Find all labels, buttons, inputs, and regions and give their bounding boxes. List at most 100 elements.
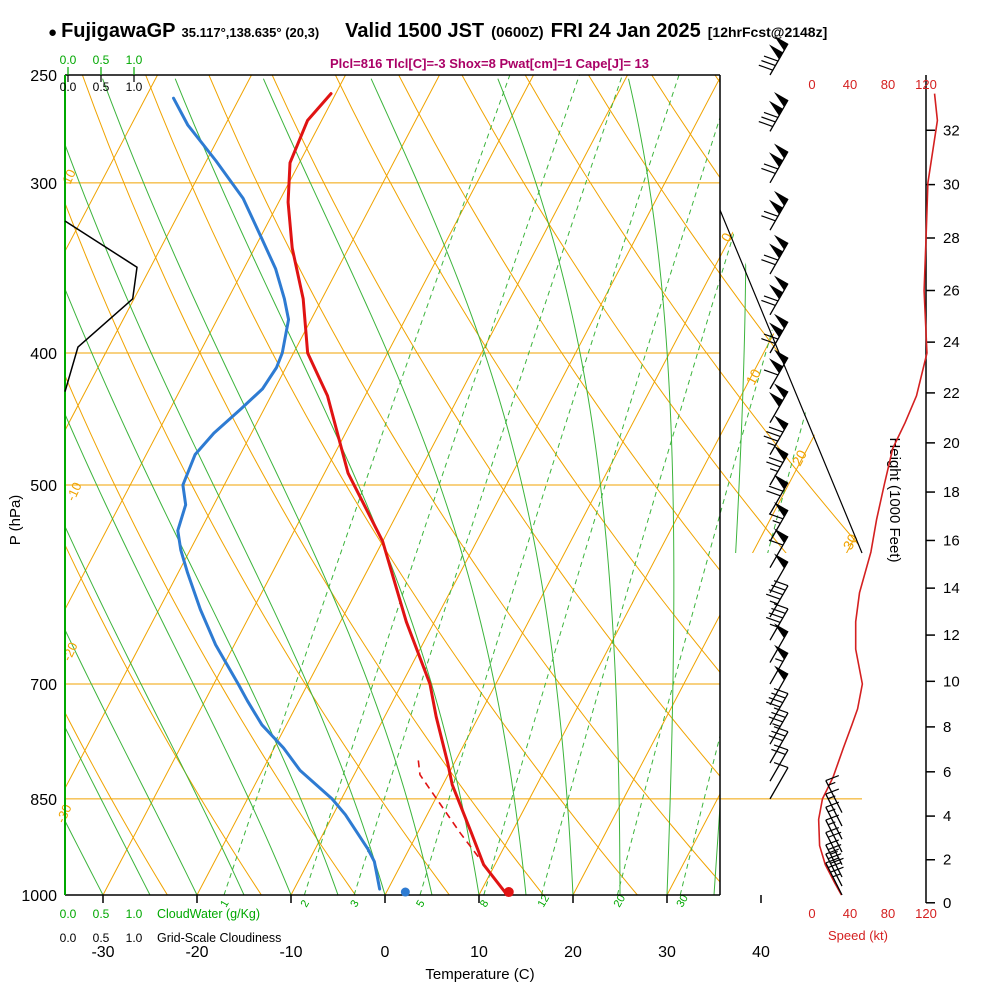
cloudiness-scale-tick: 0.0 <box>60 80 77 94</box>
station-bullet-icon: ● <box>48 24 58 41</box>
temperature-axis: -30 -20 -10 0 10 20 30 40 Temperature (C) <box>91 895 770 983</box>
speed-tick-label: 40 <box>843 906 857 921</box>
height-tick-label: 22 <box>943 385 960 402</box>
speed-tick-label: 120 <box>915 906 937 921</box>
height-tick-label: 4 <box>943 808 951 825</box>
plot-borders <box>64 74 863 896</box>
speed-axis: 0 0 40 40 80 80 120 120 Speed (kt) <box>808 77 936 943</box>
cloudwater-scale-tick: 1.0 <box>126 907 143 921</box>
pressure-tick-label: 1000 <box>21 888 57 905</box>
cloudwater-legend: CloudWater (g/Kg) <box>157 907 260 921</box>
height-tick-label: 12 <box>943 627 960 644</box>
valid-date: FRI 24 Jan 2025 <box>550 20 701 42</box>
cloudiness-scale-tick: 0.5 <box>93 80 110 94</box>
mixing-ratio-label: 2 <box>299 898 312 909</box>
background-grid <box>65 75 862 895</box>
surface-markers <box>400 887 514 898</box>
isotherm-label: 20 <box>789 447 811 468</box>
pressure-axis: 250 300 400 500 700 850 1000 P (hPa) <box>7 68 57 905</box>
height-tick-label: 24 <box>943 334 960 351</box>
cloudiness-scale-tick: 1.0 <box>126 931 143 945</box>
height-tick-label: 8 <box>943 719 951 736</box>
surface-dewpoint-dot <box>400 887 410 897</box>
speed-tick-label: 80 <box>881 77 895 92</box>
pressure-tick-label: 400 <box>30 346 57 363</box>
speed-tick-label: 120 <box>915 77 937 92</box>
stability-indices: Plcl=816 Tlcl[C]=-3 Shox=8 Pwat[cm]=1 Ca… <box>330 56 650 71</box>
temp-tick-label: 0 <box>381 944 390 961</box>
pressure-axis-title: P (hPa) <box>7 495 24 546</box>
parcel-curve <box>416 755 508 896</box>
pressure-tick-label: 850 <box>30 792 57 809</box>
title-row: ● FujigawaGP 35.117°,138.635° (20,3) Valid … <box>48 20 827 43</box>
height-tick-label: 26 <box>943 283 960 300</box>
temp-tick-label: 20 <box>564 944 582 961</box>
pressure-tick-label: 700 <box>30 677 57 694</box>
temp-tick-label: -30 <box>91 944 114 961</box>
height-tick-label: 18 <box>943 484 960 501</box>
dry-adiabat-label: 10 <box>59 167 79 186</box>
valid-time: Valid 1500 JST <box>345 20 485 42</box>
temp-tick-label: -10 <box>279 944 302 961</box>
height-axis-title: Height (1000 Feet) <box>886 437 903 562</box>
cloudiness-legend: Grid-Scale Cloudiness <box>157 931 281 945</box>
cloudiness-scale-tick: 0.5 <box>93 931 110 945</box>
valid-zulu: (0600Z) <box>491 24 544 41</box>
station-name: FujigawaGP <box>61 20 176 42</box>
surface-temp-dot <box>503 887 514 898</box>
speed-profile <box>817 93 939 896</box>
height-tick-label: 28 <box>943 230 960 247</box>
height-tick-label: 16 <box>943 532 960 549</box>
pressure-tick-label: 500 <box>30 478 57 495</box>
cloudwater-scale-tick: 0.0 <box>60 53 77 67</box>
temperature-curve <box>286 92 509 897</box>
cloudwater-scale-tick: 0.5 <box>93 907 110 921</box>
wind-barbs <box>758 35 844 896</box>
height-tick-label: 2 <box>943 852 951 869</box>
speed-axis-title: Speed (kt) <box>828 928 888 943</box>
station-coords: 35.117°,138.635° (20,3) <box>181 25 320 40</box>
temp-tick-label: 10 <box>470 944 488 961</box>
dewpoint-curve <box>172 96 382 891</box>
temp-tick-label: 30 <box>658 944 676 961</box>
cloudwater-scale-tick: 0.5 <box>93 53 110 67</box>
mixing-ratio-label: 30 <box>674 893 691 910</box>
height-tick-label: 6 <box>943 764 951 781</box>
height-tick-label: 30 <box>943 177 960 194</box>
height-tick-label: 14 <box>943 580 960 597</box>
temp-tick-label: -20 <box>185 944 208 961</box>
cloudwater-scale-tick: 1.0 <box>126 53 143 67</box>
isotherm-label: 10 <box>743 366 765 387</box>
cloudiness-scale-tick: 0.0 <box>60 931 77 945</box>
pressure-tick-label: 300 <box>30 176 57 193</box>
speed-tick-label: 80 <box>881 906 895 921</box>
mixing-ratio-label: 8 <box>478 898 491 909</box>
speed-tick-label: 0 <box>808 77 815 92</box>
cloud-scale: 0.0 0.0 0.0 0.0 0.5 0.5 0.5 0.5 1.0 1.0 1.0 1.0 Clou… <box>60 53 282 945</box>
mixing-ratio-label: 1 <box>218 898 231 909</box>
dry-adiabat-label: -10 <box>63 480 85 503</box>
speed-tick-label: 0 <box>808 906 815 921</box>
height-tick-label: 0 <box>943 895 951 912</box>
temp-axis-title: Temperature (C) <box>425 966 534 983</box>
mixing-ratio-label: 3 <box>348 898 361 909</box>
height-tick-label: 20 <box>943 435 960 452</box>
cloudwater-scale-tick: 0.0 <box>60 907 77 921</box>
mixing-ratio-label: 5 <box>414 898 427 909</box>
cloudiness-scale-tick: 1.0 <box>126 80 143 94</box>
dry-adiabat-label: -20 <box>59 640 81 663</box>
height-tick-label: 10 <box>943 673 960 690</box>
mixing-ratio-label: 12 <box>536 893 553 910</box>
mixing-ratio-label: 20 <box>612 893 629 910</box>
dry-adiabat-label: -30 <box>53 802 75 825</box>
height-tick-label: 32 <box>943 122 960 139</box>
pressure-tick-label: 250 <box>30 68 57 85</box>
cloudiness-profile <box>64 220 138 392</box>
speed-tick-label: 40 <box>843 77 857 92</box>
temp-tick-label: 40 <box>752 944 770 961</box>
forecast-tag: [12hrFcst@2148z] <box>707 24 828 40</box>
